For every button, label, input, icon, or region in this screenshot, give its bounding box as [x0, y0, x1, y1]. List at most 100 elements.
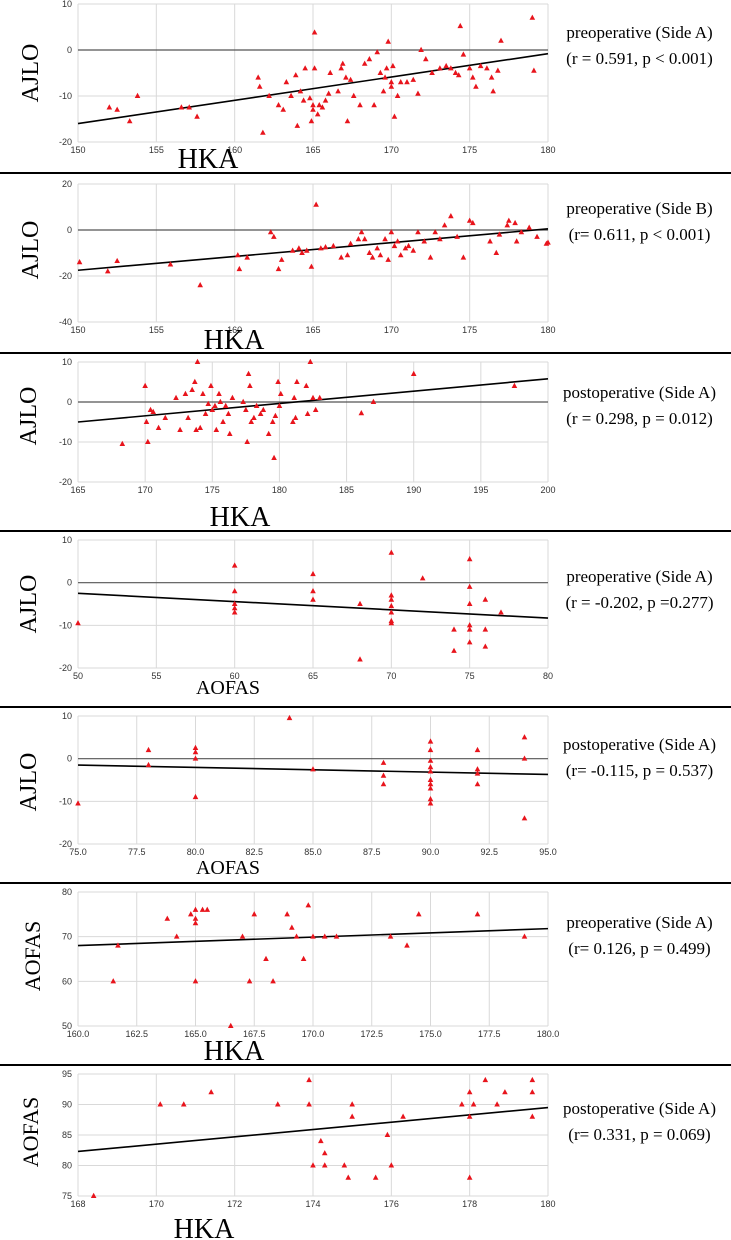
data-point-marker — [310, 933, 316, 939]
data-point-marker — [496, 231, 503, 237]
data-point-marker — [222, 402, 229, 408]
data-point-marker — [202, 410, 209, 416]
data-point-marker — [145, 746, 152, 753]
data-point-marker — [441, 222, 448, 228]
x-tick-label: 165 — [70, 485, 85, 495]
data-point-marker — [189, 386, 195, 392]
data-point-marker — [466, 583, 473, 589]
data-point-marker — [410, 370, 417, 376]
data-point-marker — [330, 242, 337, 249]
x-tick-label: 92.5 — [480, 847, 498, 857]
data-point-marker — [319, 104, 326, 110]
data-point-marker — [529, 1113, 536, 1119]
data-point-marker — [466, 556, 473, 562]
data-point-marker — [371, 102, 377, 108]
x-tick-label: 65 — [308, 671, 318, 681]
data-point-marker — [150, 408, 156, 414]
x-tick-label: 95.0 — [539, 847, 557, 857]
data-point-marker — [225, 410, 232, 416]
data-point-marker — [180, 1101, 187, 1107]
y-tick-label: 10 — [62, 0, 72, 9]
data-point-marker — [194, 113, 200, 119]
data-point-marker — [300, 955, 307, 961]
data-point-marker — [521, 933, 528, 939]
stats-title: preoperative (Side B) — [566, 199, 713, 218]
data-point-marker — [263, 955, 269, 961]
data-point-marker — [394, 92, 401, 98]
x-tick-label: 70 — [386, 671, 396, 681]
y-tick-label: -20 — [59, 839, 72, 849]
stats-values: (r= 0.611, p < 0.001) — [568, 225, 711, 245]
y-tick-label: 50 — [62, 1021, 72, 1031]
x-tick-label: 172.5 — [360, 1029, 383, 1039]
y-tick-label: 75 — [62, 1191, 72, 1201]
data-point-marker — [304, 410, 311, 416]
data-point-marker — [338, 65, 344, 71]
data-point-marker — [194, 358, 201, 364]
y-tick-label: 80 — [62, 1161, 72, 1171]
data-point-marker — [303, 382, 310, 388]
data-point-marker — [388, 549, 395, 555]
data-point-marker — [410, 76, 417, 82]
data-point-marker — [457, 22, 464, 29]
data-point-marker — [255, 74, 261, 80]
data-point-marker — [488, 74, 495, 80]
x-tick-label: 50 — [73, 671, 83, 681]
data-point-marker — [470, 1101, 477, 1107]
data-point-marker — [119, 440, 126, 446]
data-point-marker — [397, 252, 404, 258]
data-point-marker — [361, 236, 368, 242]
data-point-marker — [134, 92, 141, 98]
x-tick-label: 170 — [149, 1199, 164, 1209]
data-point-marker — [192, 749, 199, 755]
data-point-marker — [115, 942, 121, 948]
data-point-marker — [372, 1174, 379, 1180]
data-point-marker — [385, 38, 391, 44]
data-point-marker — [302, 65, 308, 71]
data-point-marker — [382, 236, 388, 242]
y-tick-label: -40 — [59, 317, 72, 327]
data-point-marker — [185, 414, 191, 420]
data-point-marker — [390, 62, 396, 69]
data-point-marker — [357, 102, 363, 108]
data-point-marker — [310, 766, 316, 772]
data-point-marker — [266, 92, 272, 98]
data-point-marker — [427, 781, 434, 787]
data-point-marker — [388, 229, 395, 235]
x-tick-label: 170 — [384, 145, 399, 155]
data-point-marker — [75, 800, 81, 806]
data-point-marker — [455, 72, 462, 78]
data-point-marker — [322, 244, 329, 250]
data-point-marker — [193, 426, 199, 432]
data-point-marker — [366, 249, 373, 255]
data-point-marker — [400, 1113, 406, 1119]
data-point-marker — [397, 79, 404, 85]
y-axis-label: AJLO — [16, 753, 42, 812]
data-point-marker — [534, 233, 540, 239]
separator-line — [0, 352, 731, 354]
data-point-marker — [388, 79, 395, 85]
data-point-marker — [427, 746, 434, 753]
data-point-marker — [339, 60, 346, 66]
data-point-marker — [466, 217, 473, 223]
data-point-marker — [383, 65, 390, 71]
data-point-marker — [343, 74, 349, 80]
data-point-marker — [470, 219, 476, 226]
stats-annotation-3: postoperative (Side A) (r = 0.298, p = 0… — [548, 380, 731, 433]
data-point-marker — [292, 414, 299, 420]
data-point-marker — [466, 622, 473, 628]
stats-values: (r= 0.331, p = 0.069) — [568, 1125, 711, 1145]
scatter-plot-7: 168 170 172 174 176 178 180 75 80 85 90 95 AOFAS HKA — [18, 1069, 556, 1240]
data-point-marker — [205, 400, 212, 406]
x-axis-label: HKA — [210, 502, 271, 533]
stats-values: (r= 0.126, p = 0.499) — [568, 939, 711, 959]
chart-panel-1: 150 155 160 165 170 175 180 -20 -10 0 10 AJLO HKA pr… — [0, 0, 731, 175]
data-point-marker — [526, 224, 532, 230]
separator-line — [0, 172, 731, 174]
scatter-plot-3: 165 170 175 180 185 190 195 200 -20 -10 0 10 AJLO HKA — [16, 357, 556, 533]
data-point-marker — [192, 906, 199, 912]
data-point-marker — [243, 406, 249, 412]
data-point-marker — [338, 254, 344, 260]
data-point-marker — [335, 88, 341, 94]
x-tick-label: 175 — [205, 485, 220, 495]
